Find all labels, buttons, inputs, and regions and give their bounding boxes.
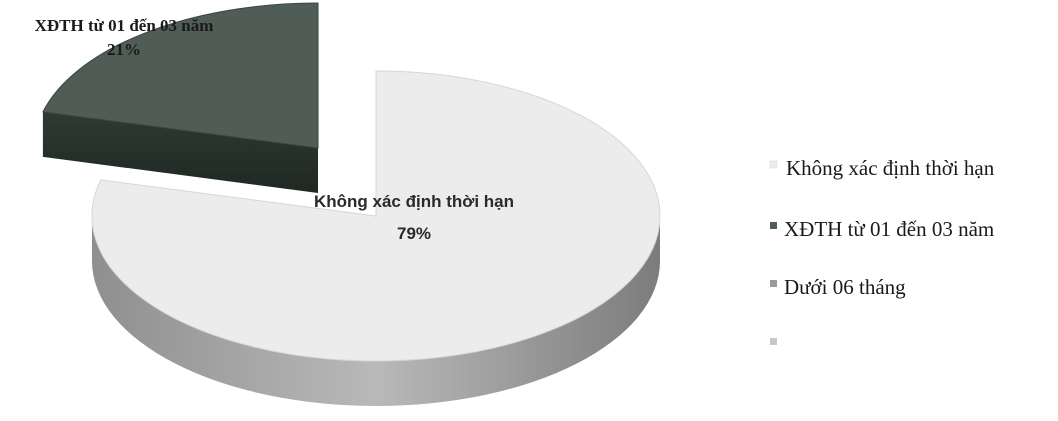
data-label-value-1: 21% xyxy=(107,40,141,59)
data-label-value-0: 79% xyxy=(397,224,431,243)
slice-top-1 xyxy=(42,2,319,149)
slice-side-1 xyxy=(42,111,319,193)
legend-swatch-0 xyxy=(769,160,778,169)
legend-swatch-2 xyxy=(770,280,777,287)
legend-swatch-3 xyxy=(770,338,777,345)
legend-swatch-1 xyxy=(770,222,777,229)
legend-entry-1: XĐTH từ 01 đến 03 năm xyxy=(784,217,994,241)
slice-side-0 xyxy=(92,216,660,406)
slice-top-0 xyxy=(91,70,661,362)
legend: Không xác định thời hạn XĐTH từ 01 đến 0… xyxy=(769,156,995,345)
data-label-category-1: XĐTH từ 01 đến 03 năm xyxy=(35,16,214,35)
pie-slices xyxy=(42,2,661,406)
legend-entry-0: Không xác định thời hạn xyxy=(786,156,995,180)
legend-entry-2: Dưới 06 tháng xyxy=(784,275,906,299)
data-label-category-0: Không xác định thời hạn xyxy=(314,192,514,211)
